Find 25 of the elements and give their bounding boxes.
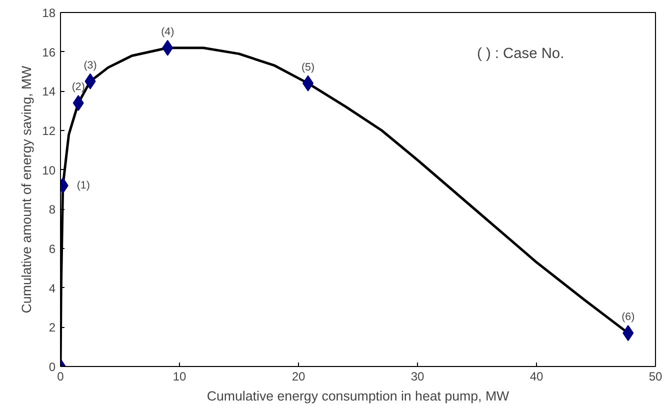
y-tick-label: 16 — [42, 45, 56, 60]
annotation: (5) — [302, 61, 315, 74]
annotation: (1) — [76, 180, 90, 192]
x-tick-label: 40 — [530, 370, 544, 384]
y-axis-title: Cumulative amount of energy saving, MW — [19, 65, 34, 314]
y-tick-label: 4 — [48, 281, 56, 296]
x-axis-title: Cumulative energy consumption in heat pump, MW — [206, 388, 510, 404]
x-tick-label: 0 — [57, 370, 64, 384]
x-tick-label: 30 — [410, 370, 424, 384]
x-tick-label: 50 — [648, 370, 662, 384]
y-tick-label: 0 — [48, 360, 56, 374]
y-tick-label: 14 — [42, 84, 56, 99]
y-tick-label: 12 — [42, 124, 56, 138]
annotation: (4) — [161, 26, 174, 38]
y-tick-label: 6 — [48, 242, 56, 256]
annotation: (6) — [622, 311, 635, 324]
annotation: (2) — [72, 80, 85, 93]
annotation: (3) — [84, 59, 97, 72]
x-tick-label: 20 — [292, 370, 306, 384]
annotation: ( ) : Case No. — [477, 46, 564, 62]
y-tick-label: 8 — [48, 202, 56, 217]
y-tick-label: 18 — [42, 6, 56, 20]
x-tick-label: 10 — [172, 370, 186, 384]
y-tick-label: 10 — [42, 163, 56, 178]
y-tick-label: 2 — [48, 320, 56, 335]
